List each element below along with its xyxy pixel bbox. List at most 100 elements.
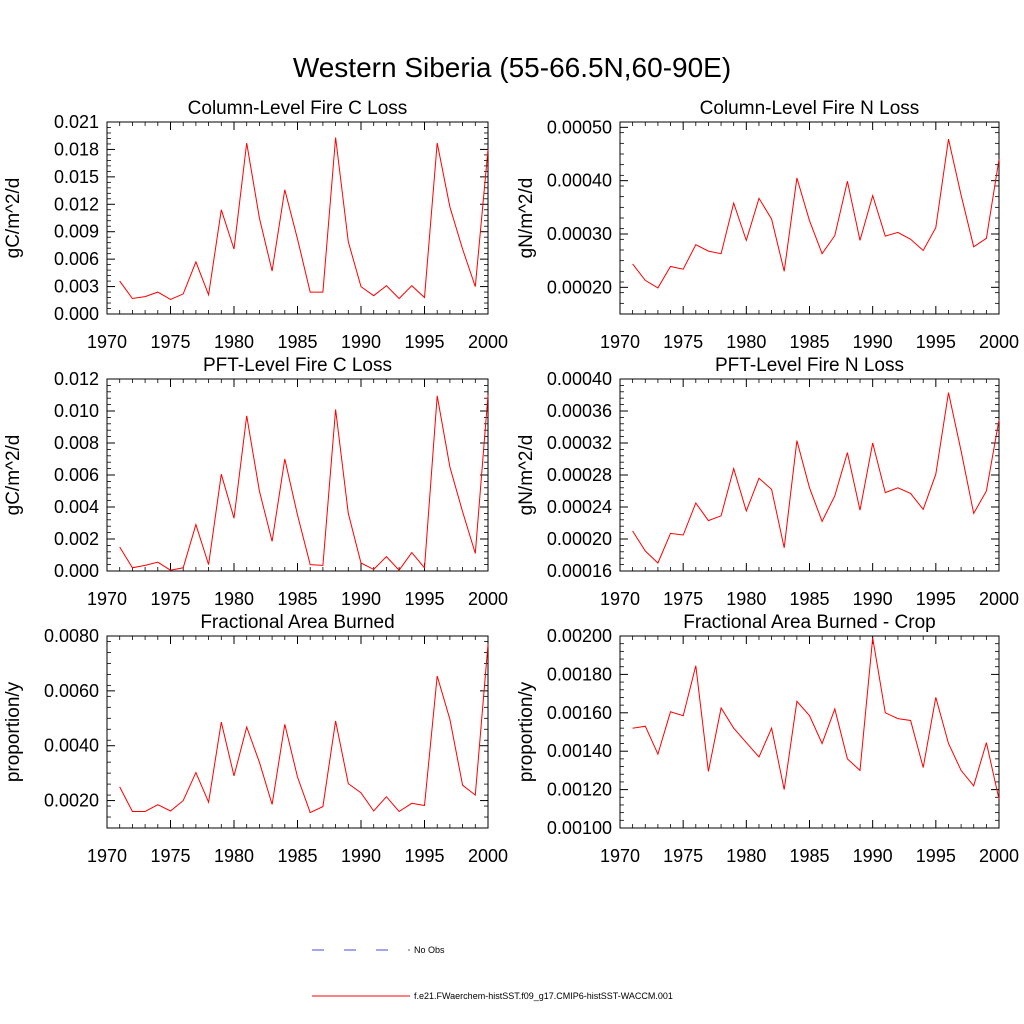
x-tick-label: 1995 bbox=[916, 332, 956, 352]
x-tick-label: 1985 bbox=[277, 332, 317, 352]
y-tick-label: 0.012 bbox=[54, 194, 99, 214]
x-tick-label: 1985 bbox=[789, 332, 829, 352]
series-line-1 bbox=[632, 637, 1000, 800]
x-tick-label: 1985 bbox=[277, 589, 317, 609]
y-axis-label: proportion/y bbox=[3, 681, 24, 782]
series-line-1 bbox=[119, 644, 489, 814]
y-axis-label: gC/m^2/d bbox=[3, 178, 24, 259]
series-line-1 bbox=[119, 394, 489, 571]
y-tick-label: 0.00020 bbox=[547, 529, 612, 549]
x-tick-label: 1995 bbox=[404, 589, 444, 609]
figure-title: Western Siberia (55-66.5N,60-90E) bbox=[293, 52, 731, 83]
y-tick-label: 0.012 bbox=[54, 369, 99, 389]
x-tick-label: 1995 bbox=[404, 332, 444, 352]
y-tick-label: 0.018 bbox=[54, 139, 99, 159]
series-line-1 bbox=[119, 137, 489, 300]
y-tick-label: 0.00030 bbox=[547, 224, 612, 244]
x-tick-label: 2000 bbox=[468, 332, 508, 352]
y-tick-label: 0.002 bbox=[54, 529, 99, 549]
legend-label-no-obs: No Obs bbox=[414, 945, 445, 955]
y-tick-label: 0.004 bbox=[54, 497, 99, 517]
panel-title: Column-Level Fire N Loss bbox=[700, 98, 920, 119]
y-tick-label: 0.00200 bbox=[547, 626, 612, 646]
panel-title: Column-Level Fire C Loss bbox=[188, 98, 408, 119]
plot-frame bbox=[619, 635, 1000, 829]
y-tick-label: 0.003 bbox=[54, 277, 99, 297]
x-tick-label: 1975 bbox=[150, 332, 190, 352]
series-line-1 bbox=[632, 392, 1000, 564]
x-tick-label: 1995 bbox=[916, 846, 956, 866]
chart-panel-1: 1970 1975 1980 1985 1990 1995 2000 0.000 0.003 0.… bbox=[3, 98, 508, 352]
chart-panel-4: 1970 1975 1980 1985 1990 1995 2000 0.00016 0.000… bbox=[516, 355, 1019, 609]
x-tick-label: 1985 bbox=[789, 589, 829, 609]
x-tick-label: 1990 bbox=[853, 332, 893, 352]
x-tick-label: 1980 bbox=[726, 589, 766, 609]
y-tick-label: 0.010 bbox=[54, 401, 99, 421]
plot-frame bbox=[619, 121, 1000, 315]
x-tick-label: 1990 bbox=[853, 846, 893, 866]
chart-panel-2: 1970 1975 1980 1985 1990 1995 2000 0.00020 0.000… bbox=[516, 98, 1019, 352]
x-tick-label: 1970 bbox=[87, 846, 127, 866]
y-tick-label: 0.00120 bbox=[547, 780, 612, 800]
y-tick-label: 0.00040 bbox=[547, 369, 612, 389]
y-tick-label: 0.000 bbox=[54, 561, 99, 581]
x-tick-label: 1970 bbox=[600, 846, 640, 866]
y-axis-label: gC/m^2/d bbox=[3, 435, 24, 516]
x-tick-label: 1985 bbox=[789, 846, 829, 866]
chart-panel-5: 1970 1975 1980 1985 1990 1995 2000 0.0020 0.0040… bbox=[3, 612, 508, 866]
y-tick-label: 0.00028 bbox=[547, 465, 612, 485]
x-tick-label: 1975 bbox=[150, 589, 190, 609]
panel-title: Fractional Area Burned bbox=[200, 612, 394, 633]
x-tick-label: 1995 bbox=[916, 589, 956, 609]
x-tick-label: 2000 bbox=[979, 846, 1019, 866]
x-tick-label: 1975 bbox=[150, 846, 190, 866]
y-axis-label: proportion/y bbox=[516, 681, 537, 782]
x-tick-label: 1990 bbox=[341, 846, 381, 866]
x-tick-label: 1990 bbox=[341, 332, 381, 352]
y-tick-label: 0.00016 bbox=[547, 561, 612, 581]
plot-frame bbox=[619, 378, 1000, 572]
x-tick-label: 1990 bbox=[341, 589, 381, 609]
y-tick-label: 0.0060 bbox=[44, 681, 99, 701]
y-tick-label: 0.009 bbox=[54, 222, 99, 242]
y-tick-label: 0.008 bbox=[54, 433, 99, 453]
x-tick-label: 1980 bbox=[726, 332, 766, 352]
x-tick-label: 1990 bbox=[853, 589, 893, 609]
chart-panel-3: 1970 1975 1980 1985 1990 1995 2000 0.000 0.002 0.… bbox=[3, 355, 508, 609]
panels: 1970 1975 1980 1985 1990 1995 2000 0.000 0.003 0.… bbox=[3, 98, 1019, 866]
x-tick-label: 1970 bbox=[87, 589, 127, 609]
y-tick-label: 0.00020 bbox=[547, 277, 612, 297]
y-tick-label: 0.0040 bbox=[44, 736, 99, 756]
y-tick-label: 0.00036 bbox=[547, 401, 612, 421]
y-tick-label: 0.00040 bbox=[547, 171, 612, 191]
y-axis-label: gN/m^2/d bbox=[516, 435, 537, 516]
plot-frame bbox=[106, 378, 489, 572]
x-tick-label: 1975 bbox=[663, 589, 703, 609]
x-tick-label: 1995 bbox=[404, 846, 444, 866]
y-tick-label: 0.00032 bbox=[547, 433, 612, 453]
x-tick-label: 2000 bbox=[468, 846, 508, 866]
y-tick-label: 0.0020 bbox=[44, 791, 99, 811]
x-tick-label: 1970 bbox=[600, 589, 640, 609]
y-tick-label: 0.00100 bbox=[547, 818, 612, 838]
legend-label-model: f.e21.FWaerchem-histSST.f09_g17.CMIP6-hi… bbox=[414, 991, 673, 1001]
x-tick-label: 2000 bbox=[468, 589, 508, 609]
y-axis-label: gN/m^2/d bbox=[516, 178, 537, 259]
panel-title: PFT-Level Fire N Loss bbox=[715, 355, 904, 376]
x-tick-label: 1980 bbox=[214, 332, 254, 352]
y-tick-label: 0.0080 bbox=[44, 626, 99, 646]
x-tick-label: 1980 bbox=[214, 846, 254, 866]
y-tick-label: 0.000 bbox=[54, 304, 99, 324]
y-tick-label: 0.021 bbox=[54, 112, 99, 132]
x-tick-label: 1970 bbox=[87, 332, 127, 352]
x-tick-label: 2000 bbox=[979, 589, 1019, 609]
y-tick-label: 0.00024 bbox=[547, 497, 612, 517]
y-tick-label: 0.015 bbox=[54, 167, 99, 187]
y-tick-label: 0.006 bbox=[54, 249, 99, 269]
panel-title: PFT-Level Fire C Loss bbox=[203, 355, 392, 376]
x-tick-label: 1975 bbox=[663, 846, 703, 866]
y-tick-label: 0.00180 bbox=[547, 664, 612, 684]
x-tick-label: 1980 bbox=[214, 589, 254, 609]
chart-panel-6: 1970 1975 1980 1985 1990 1995 2000 0.00100 0.001… bbox=[516, 612, 1019, 866]
